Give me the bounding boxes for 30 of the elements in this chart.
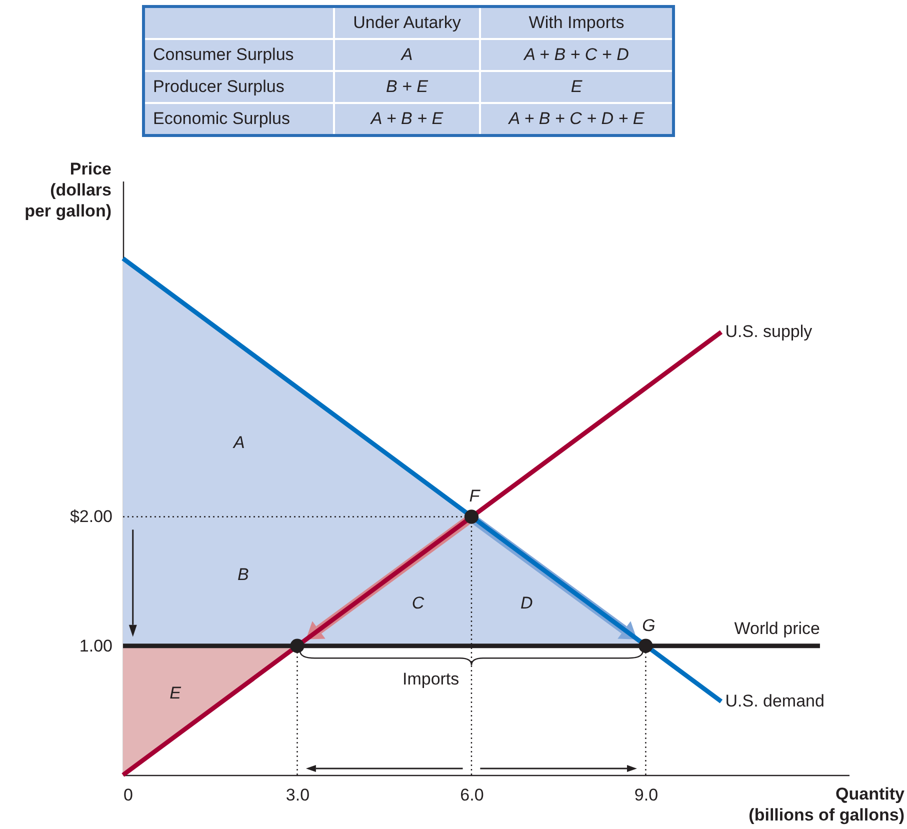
category-label: With Imports xyxy=(480,6,674,39)
y-axis-title: Price (dollars per gallon) xyxy=(24,160,112,220)
x-tick-label: 3.0 xyxy=(286,786,310,804)
text: A + B + C + D xyxy=(524,45,629,64)
annotation: B xyxy=(238,564,249,584)
x-tick-label: 9.0 xyxy=(634,786,658,804)
annotation: F xyxy=(469,486,482,506)
series-label: U.S. demand xyxy=(725,691,824,710)
text: A xyxy=(401,45,413,64)
y-tick-label: $2.00 xyxy=(70,507,112,526)
text: A + B + C + D + E xyxy=(508,109,644,128)
annotation: E xyxy=(170,684,182,703)
category-label: Consumer Surplus xyxy=(153,45,294,64)
series-label: U.S. supply xyxy=(725,322,813,342)
annotation: A xyxy=(232,433,245,452)
x-axis-title: Quantity (billions of gallons) xyxy=(748,784,906,824)
y-tick-label: 1.00 xyxy=(79,636,112,656)
series-label: World price xyxy=(734,618,820,638)
annotation: D xyxy=(520,593,533,612)
annotation: Imports xyxy=(402,669,460,688)
text: E xyxy=(570,77,582,96)
x-tick-label: 6.0 xyxy=(460,786,484,804)
annotation: G xyxy=(642,616,656,635)
x-tick-label: 0 xyxy=(124,786,133,804)
annotation: C xyxy=(412,593,425,612)
text: A + B + E xyxy=(370,109,444,128)
category-label: Economic Surplus xyxy=(153,109,290,128)
category-label: Producer Surplus xyxy=(153,77,284,96)
text: B + E xyxy=(386,77,428,96)
category-label: Under Autarky xyxy=(334,6,480,39)
